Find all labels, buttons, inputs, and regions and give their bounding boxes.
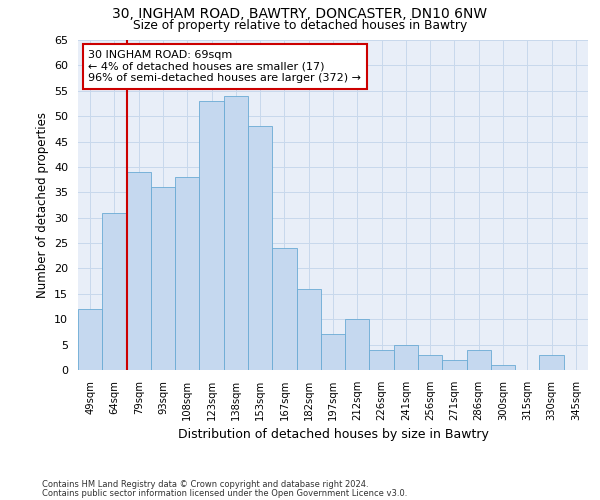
Bar [151,187,175,370]
Bar [175,177,199,370]
Bar [272,248,296,370]
Y-axis label: Number of detached properties: Number of detached properties [35,112,49,298]
Text: Size of property relative to detached houses in Bawtry: Size of property relative to detached ho… [133,18,467,32]
Bar [102,212,127,370]
Bar [199,101,224,370]
Bar [394,344,418,370]
Bar [467,350,491,370]
Bar [442,360,467,370]
Text: Contains public sector information licensed under the Open Government Licence v3: Contains public sector information licen… [42,488,407,498]
Bar [418,355,442,370]
X-axis label: Distribution of detached houses by size in Bawtry: Distribution of detached houses by size … [178,428,488,442]
Text: Contains HM Land Registry data © Crown copyright and database right 2024.: Contains HM Land Registry data © Crown c… [42,480,368,489]
Bar [491,365,515,370]
Bar [224,96,248,370]
Bar [296,289,321,370]
Text: 30 INGHAM ROAD: 69sqm
← 4% of detached houses are smaller (17)
96% of semi-detac: 30 INGHAM ROAD: 69sqm ← 4% of detached h… [88,50,361,83]
Bar [248,126,272,370]
Bar [78,309,102,370]
Bar [539,355,564,370]
Text: 30, INGHAM ROAD, BAWTRY, DONCASTER, DN10 6NW: 30, INGHAM ROAD, BAWTRY, DONCASTER, DN10… [112,8,488,22]
Bar [321,334,345,370]
Bar [370,350,394,370]
Bar [345,319,370,370]
Bar [127,172,151,370]
